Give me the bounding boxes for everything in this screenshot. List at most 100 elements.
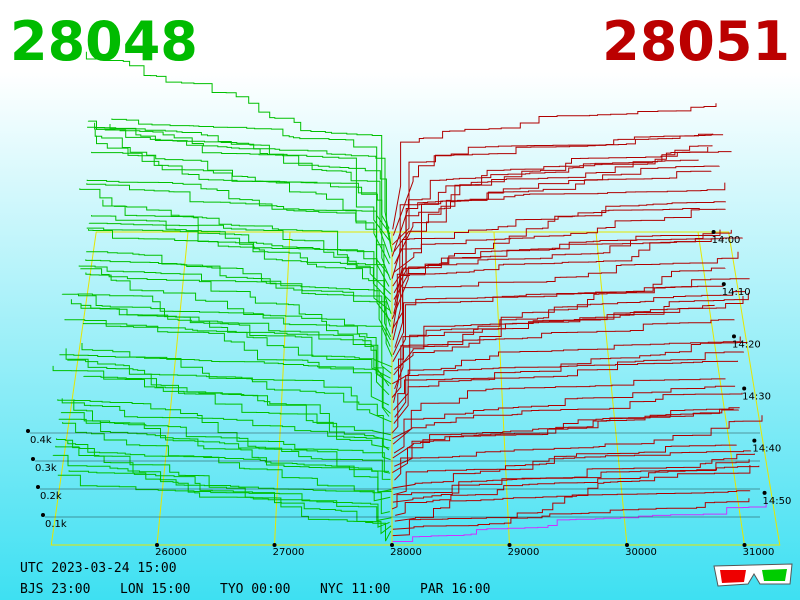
ask-depth-line <box>392 407 740 474</box>
city-time: LON 15:00 <box>120 582 190 597</box>
ask-depth-line <box>392 498 750 530</box>
price-grid-line <box>156 231 189 546</box>
city-time: PAR 16:00 <box>420 582 490 597</box>
city-time: TYO 00:00 <box>220 582 290 597</box>
city-time: NYC 11:00 <box>320 582 390 597</box>
price-grid-line <box>697 231 745 546</box>
bid-depth-line <box>96 135 390 276</box>
bid-depth-line <box>109 124 391 259</box>
bid-depth-line <box>77 293 392 385</box>
bid-depth-line <box>85 51 390 229</box>
bid-depth-line <box>85 272 392 374</box>
time-tick-label: 14:50 <box>763 496 792 507</box>
ask-depth-line <box>392 267 726 362</box>
ask-depth-line <box>394 465 751 522</box>
ask-depth-line <box>392 351 744 433</box>
bid-depth-line <box>88 222 391 311</box>
price-tick-label: 28000 <box>390 547 422 558</box>
ask-depth-line <box>392 450 752 489</box>
price-tick-mark <box>742 543 747 547</box>
time-tick-label: 14:20 <box>732 339 761 350</box>
price-tick-mark <box>625 543 629 547</box>
ask-depth-line <box>394 251 739 348</box>
price-tick-label: 31000 <box>743 547 775 558</box>
bid-depth-line <box>52 454 390 528</box>
depth-tick-mark <box>36 485 40 489</box>
bid-depth-line <box>62 422 391 502</box>
bid-depth-line <box>94 122 390 241</box>
bid-depth-line <box>87 120 392 244</box>
price-grid-line <box>595 231 628 546</box>
city-times: BJS 23:00 LON 15:00 TYO 00:00 NYC 11:00 PAR … <box>20 582 490 597</box>
depth-tick-label: 0.2k <box>40 491 62 502</box>
bid-price: 28048 <box>10 10 198 73</box>
ask-depth-line <box>393 341 748 424</box>
ask-depth-line <box>393 145 713 273</box>
bid-depth-line <box>61 293 390 396</box>
ask-depth-line <box>393 336 741 411</box>
depth-lines <box>52 51 767 542</box>
price-tick-mark <box>390 543 394 547</box>
ask-depth-line <box>391 453 755 510</box>
axes: 26000 27000 28000 29000 30000 31000 0.1k 0.2k 0.… <box>26 230 791 558</box>
ask-depth-line <box>394 285 724 370</box>
bid-depth-line <box>59 354 392 423</box>
ask-depth-line <box>392 490 751 537</box>
bid-depth-line <box>68 470 392 535</box>
ask-depth-line <box>393 385 736 454</box>
ask-depth-line <box>394 201 726 306</box>
time-tick-mark <box>742 386 747 391</box>
ask-depth-line <box>393 165 720 294</box>
city-time: BJS 23:00 <box>20 582 90 597</box>
ask-depth-line <box>392 409 739 459</box>
price-tick-mark <box>272 543 277 547</box>
price-tick-mark <box>155 543 159 547</box>
ask-depth-line <box>394 151 732 265</box>
bid-depth-line <box>57 399 391 474</box>
ask-depth-line <box>392 237 743 341</box>
ask-depth-line <box>392 134 724 246</box>
bid-depth-line <box>88 229 392 322</box>
ask-depth-line <box>391 238 714 320</box>
depth-tick-label: 0.4k <box>30 435 52 446</box>
bid-depth-line <box>79 188 392 295</box>
bid-depth-line <box>52 365 392 442</box>
time-tick-mark <box>711 230 716 234</box>
ask-depth-line <box>392 170 712 287</box>
depth-tick-mark <box>41 513 45 517</box>
ask-depth-line <box>394 292 749 390</box>
bid-depth-line <box>61 398 391 461</box>
bid-depth-line <box>86 179 390 287</box>
depth-tick-label: 0.1k <box>45 519 67 530</box>
bid-depth-line <box>85 259 391 347</box>
price-tick-label: 27000 <box>273 547 305 558</box>
bid-depth-line <box>86 227 391 327</box>
bid-depth-line <box>60 412 391 480</box>
ask-depth-line <box>392 133 714 236</box>
ask-depth-line <box>393 147 709 252</box>
3d-glasses-icon <box>713 563 793 587</box>
bid-depth-line <box>70 299 391 414</box>
bid-depth-line <box>86 183 392 314</box>
price-tick-label: 26000 <box>155 547 187 558</box>
ask-depth-line <box>393 444 737 496</box>
bid-depth-line <box>73 399 392 493</box>
bid-depth-line <box>78 265 393 357</box>
time-tick-label: 14:30 <box>742 392 771 403</box>
bid-depth-line <box>55 445 390 515</box>
bid-depth-line <box>67 441 392 493</box>
ask-depth-line <box>392 392 743 445</box>
ask-depth-line <box>392 378 726 440</box>
bid-depth-line <box>102 199 391 303</box>
bid-depth-line <box>64 319 390 387</box>
time-tick-label: 14:00 <box>712 235 741 246</box>
time-tick-label: 14:40 <box>752 444 781 455</box>
ask-depth-line <box>394 360 738 418</box>
price-tick-label: 29000 <box>508 547 540 558</box>
depth-tick-mark <box>26 429 30 433</box>
bid-depth-line <box>67 359 390 451</box>
depth-tick-label: 0.3k <box>35 463 57 474</box>
ask-depth-line <box>393 208 700 300</box>
bid-depth-line <box>58 418 390 472</box>
